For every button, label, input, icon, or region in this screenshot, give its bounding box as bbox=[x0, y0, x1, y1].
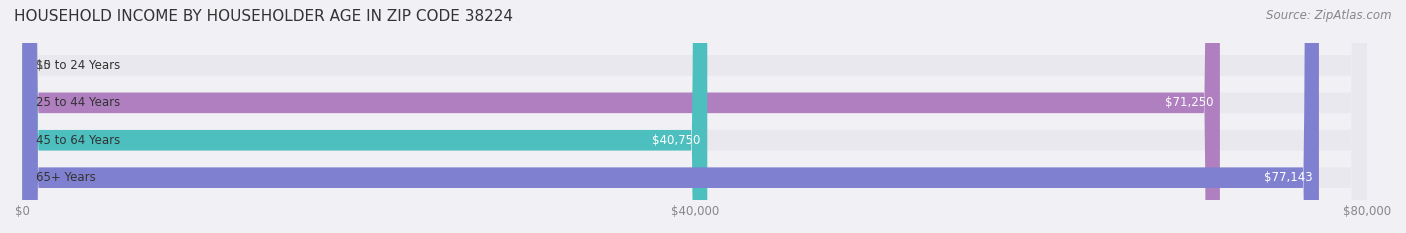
Text: Source: ZipAtlas.com: Source: ZipAtlas.com bbox=[1267, 9, 1392, 22]
Text: 65+ Years: 65+ Years bbox=[37, 171, 96, 184]
Text: $77,143: $77,143 bbox=[1264, 171, 1312, 184]
FancyBboxPatch shape bbox=[22, 0, 1220, 233]
FancyBboxPatch shape bbox=[22, 0, 1367, 233]
Text: $71,250: $71,250 bbox=[1164, 96, 1213, 109]
FancyBboxPatch shape bbox=[22, 0, 1367, 233]
FancyBboxPatch shape bbox=[22, 0, 707, 233]
FancyBboxPatch shape bbox=[22, 0, 1367, 233]
FancyBboxPatch shape bbox=[22, 0, 1367, 233]
Text: $40,750: $40,750 bbox=[652, 134, 700, 147]
Text: 15 to 24 Years: 15 to 24 Years bbox=[37, 59, 120, 72]
Text: 25 to 44 Years: 25 to 44 Years bbox=[37, 96, 120, 109]
FancyBboxPatch shape bbox=[22, 0, 1319, 233]
Text: $0: $0 bbox=[37, 59, 51, 72]
Text: HOUSEHOLD INCOME BY HOUSEHOLDER AGE IN ZIP CODE 38224: HOUSEHOLD INCOME BY HOUSEHOLDER AGE IN Z… bbox=[14, 9, 513, 24]
Text: 45 to 64 Years: 45 to 64 Years bbox=[37, 134, 120, 147]
